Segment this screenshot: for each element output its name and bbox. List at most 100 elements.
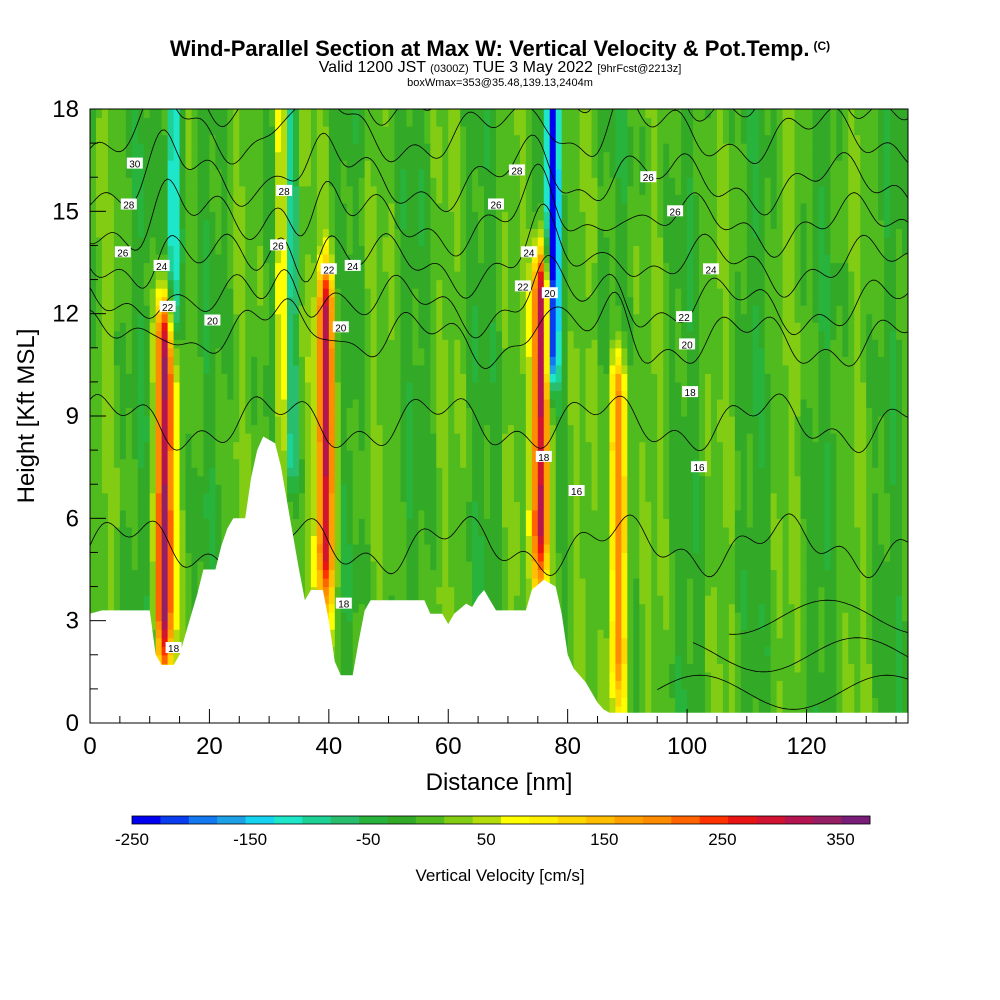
velocity-cell (101, 151, 109, 161)
velocity-cell (346, 194, 354, 204)
velocity-cell (185, 595, 193, 605)
velocity-cell (412, 543, 419, 554)
velocity-cell (490, 501, 497, 511)
velocity-cell (430, 535, 437, 545)
velocity-cell (388, 271, 396, 281)
velocity-cell (382, 509, 390, 519)
velocity-cell (400, 236, 408, 247)
velocity-cell (400, 126, 408, 136)
velocity-cell (418, 296, 425, 306)
velocity-cell (310, 450, 318, 460)
velocity-cell (406, 595, 414, 605)
velocity-cell (179, 586, 187, 596)
velocity-cell (167, 177, 175, 187)
velocity-cell (388, 535, 396, 545)
velocity-cell (101, 296, 109, 306)
velocity-cell (203, 518, 211, 528)
velocity-cell (101, 364, 109, 374)
velocity-cell (209, 475, 216, 485)
velocity-cell (173, 126, 181, 136)
velocity-cell (340, 236, 348, 247)
velocity-cell (101, 117, 109, 127)
velocity-cell (173, 262, 181, 272)
velocity-cell (161, 467, 169, 477)
velocity-cell (394, 509, 402, 519)
velocity-cell (490, 177, 497, 187)
velocity-cell (191, 441, 199, 451)
velocity-cell (221, 313, 228, 323)
velocity-cell (113, 586, 121, 596)
velocity-cell (251, 339, 258, 349)
velocity-cell (203, 160, 211, 170)
velocity-cell (328, 595, 336, 605)
velocity-cell (340, 441, 348, 451)
velocity-cell (322, 552, 330, 562)
velocity-cell (358, 509, 366, 519)
velocity-cell (239, 467, 246, 477)
velocity-cell (131, 467, 139, 477)
velocity-cell (388, 236, 396, 247)
velocity-cell (119, 586, 127, 596)
velocity-cell (448, 194, 455, 204)
velocity-cell (442, 313, 449, 323)
velocity-cell (221, 416, 228, 426)
velocity-cell (269, 160, 276, 170)
velocity-cell (490, 450, 497, 460)
velocity-cell (496, 381, 503, 392)
velocity-cell (370, 484, 378, 494)
velocity-cell (90, 424, 97, 434)
velocity-cell (364, 313, 372, 323)
velocity-cell (119, 160, 127, 170)
velocity-cell (179, 467, 187, 477)
velocity-cell (119, 253, 127, 264)
velocity-cell (293, 364, 300, 374)
velocity-cell (364, 416, 372, 426)
velocity-cell (322, 398, 330, 409)
velocity-cell (316, 160, 324, 170)
velocity-cell (394, 211, 402, 221)
velocity-cell (382, 518, 390, 528)
velocity-cell (197, 177, 205, 187)
velocity-cell (167, 620, 175, 630)
velocity-cell (197, 364, 205, 374)
velocity-cell (119, 560, 127, 571)
velocity-cell (101, 313, 109, 323)
velocity-cell (125, 364, 133, 374)
velocity-cell (346, 654, 354, 664)
velocity-cell (113, 433, 121, 443)
velocity-cell (191, 322, 199, 332)
velocity-cell (90, 262, 97, 272)
velocity-cell (221, 467, 228, 477)
velocity-cell (101, 194, 109, 204)
velocity-cell (155, 288, 163, 298)
velocity-cell (179, 109, 187, 119)
velocity-cell (334, 236, 342, 247)
velocity-cell (269, 271, 276, 281)
velocity-cell (376, 560, 384, 571)
velocity-cell (376, 552, 384, 562)
velocity-cell (179, 569, 187, 579)
velocity-cell (119, 219, 127, 229)
velocity-cell (418, 185, 425, 195)
velocity-cell (197, 126, 205, 136)
velocity-cell (293, 390, 300, 400)
velocity-cell (245, 424, 252, 434)
velocity-cell (334, 629, 342, 639)
velocity-cell (101, 160, 109, 170)
velocity-cell (406, 228, 414, 238)
velocity-cell (310, 296, 318, 306)
velocity-cell (424, 194, 431, 204)
velocity-cell (412, 151, 419, 161)
velocity-cell (203, 364, 211, 374)
velocity-cell (227, 202, 234, 212)
velocity-cell (352, 134, 360, 144)
velocity-cell (227, 373, 234, 383)
velocity-cell (131, 416, 139, 426)
velocity-cell (442, 322, 449, 332)
velocity-cell (227, 168, 234, 178)
velocity-cell (161, 160, 169, 170)
velocity-cell (406, 151, 414, 161)
velocity-cell (436, 501, 443, 511)
velocity-cell (448, 578, 455, 588)
velocity-cell (233, 253, 240, 264)
